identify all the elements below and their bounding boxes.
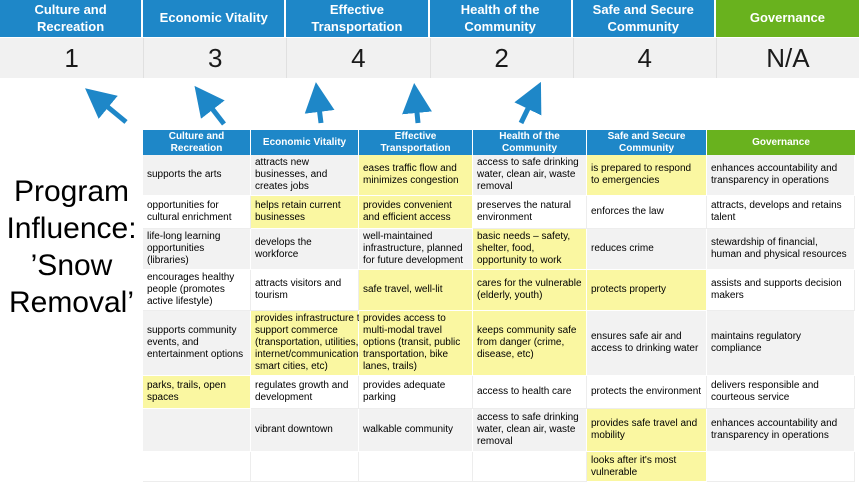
matrix-cell: is prepared to respond to emergencies (587, 155, 707, 196)
matrix-cell: basic needs – safety, shelter, food, opp… (473, 229, 587, 270)
matrix-cell: parks, trails, open spaces (143, 376, 251, 409)
matrix-header-culture: Culture and Recreation (143, 130, 251, 155)
matrix-header-governance: Governance (707, 130, 855, 155)
matrix-cell: encourages healthy people (promotes acti… (143, 270, 251, 311)
arrow-culture (85, 88, 128, 124)
matrix-cell: access to safe drinking water, clean air… (473, 409, 587, 452)
matrix-cell: attracts new businesses, and creates job… (251, 155, 359, 196)
priority-score-band: 1 3 4 2 4 N/A (0, 38, 859, 78)
priority-header-transportation: Effective Transportation (286, 0, 430, 37)
matrix-cell (359, 452, 473, 482)
priority-score-economic: 3 (143, 38, 287, 78)
arrow-safe (514, 81, 542, 125)
matrix-cell: develops the workforce (251, 229, 359, 270)
program-influence-label: Program Influence: ’Snow Removal’ (6, 175, 137, 319)
arrow-health (402, 83, 432, 124)
matrix-header-economic: Economic Vitality (251, 130, 359, 155)
matrix-cell: enhances accountability and transparency… (707, 409, 855, 452)
matrix-cell: cares for the vulnerable (elderly, youth… (473, 270, 587, 311)
matrix-cell: helps retain current businesses (251, 196, 359, 229)
matrix-cell: safe travel, well-lit (359, 270, 473, 311)
influence-matrix: Culture and Recreation Economic Vitality… (143, 130, 855, 482)
matrix-header-health: Health of the Community (473, 130, 587, 155)
matrix-cell: vibrant downtown (251, 409, 359, 452)
matrix-cell: provides safe travel and mobility (587, 409, 707, 452)
matrix-cell (143, 409, 251, 452)
matrix-cell: protects property (587, 270, 707, 311)
priority-score-safe: 4 (572, 38, 716, 78)
arrow-transportation (304, 82, 335, 124)
matrix-cell: ensures safe air and access to drinking … (587, 311, 707, 376)
priority-header-culture: Culture and Recreation (0, 0, 144, 37)
priority-score-governance: N/A (715, 38, 859, 78)
matrix-cell: protects the environment (587, 376, 707, 409)
matrix-cell: provides convenient and efficient access (359, 196, 473, 229)
priority-score-transportation: 4 (286, 38, 430, 78)
priority-header-economic: Economic Vitality (143, 0, 287, 37)
matrix-cell: provides infrastructure to support comme… (251, 311, 366, 376)
matrix-cell: reduces crime (587, 229, 707, 270)
matrix-cell: attracts visitors and tourism (251, 270, 359, 311)
priority-header-governance: Governance (715, 0, 859, 37)
matrix-cell: maintains regulatory compliance (707, 311, 855, 376)
priority-score-health: 2 (429, 38, 573, 78)
matrix-cell: walkable community (359, 409, 473, 452)
matrix-cell: supports the arts (143, 155, 251, 196)
matrix-header-safe: Safe and Secure Community (587, 130, 707, 155)
matrix-cell: well-maintained infrastructure, planned … (359, 229, 473, 270)
matrix-cell: provides adequate parking (359, 376, 473, 409)
matrix-cell: delivers responsible and courteous servi… (707, 376, 855, 409)
matrix-cell: eases traffic flow and minimizes congest… (359, 155, 473, 196)
influence-arrows (85, 81, 542, 126)
matrix-cell: enforces the law (587, 196, 707, 229)
matrix-cell: regulates growth and development (251, 376, 359, 409)
matrix-cell (707, 452, 855, 482)
priority-header-health: Health of the Community (429, 0, 573, 37)
matrix-cell: enhances accountability and transparency… (707, 155, 855, 196)
arrow-economic (194, 85, 226, 126)
matrix-cell (473, 452, 587, 482)
matrix-cell: opportunities for cultural enrichment (143, 196, 251, 229)
matrix-cell (251, 452, 359, 482)
matrix-cell: access to health care (473, 376, 587, 409)
matrix-cell (143, 452, 251, 482)
matrix-cell: attracts, develops and retains talent (707, 196, 855, 229)
priority-header-band: Culture and Recreation Economic Vitality… (0, 0, 859, 37)
matrix-cell: keeps community safe from danger (crime,… (473, 311, 587, 376)
matrix-header-transportation: Effective Transportation (359, 130, 473, 155)
matrix-cell: access to safe drinking water, clean air… (473, 155, 587, 196)
matrix-cell: provides access to multi-modal travel op… (359, 311, 473, 376)
priority-score-culture: 1 (0, 38, 144, 78)
matrix-cell: preserves the natural environment (473, 196, 587, 229)
matrix-cell: looks after it's most vulnerable (587, 452, 707, 482)
priority-header-safe: Safe and Secure Community (572, 0, 716, 37)
matrix-cell: supports community events, and entertain… (143, 311, 251, 376)
matrix-cell: stewardship of financial, human and phys… (707, 229, 855, 270)
matrix-cell: assists and supports decision makers (707, 270, 855, 311)
matrix-cell: life-long learning opportunities (librar… (143, 229, 251, 270)
